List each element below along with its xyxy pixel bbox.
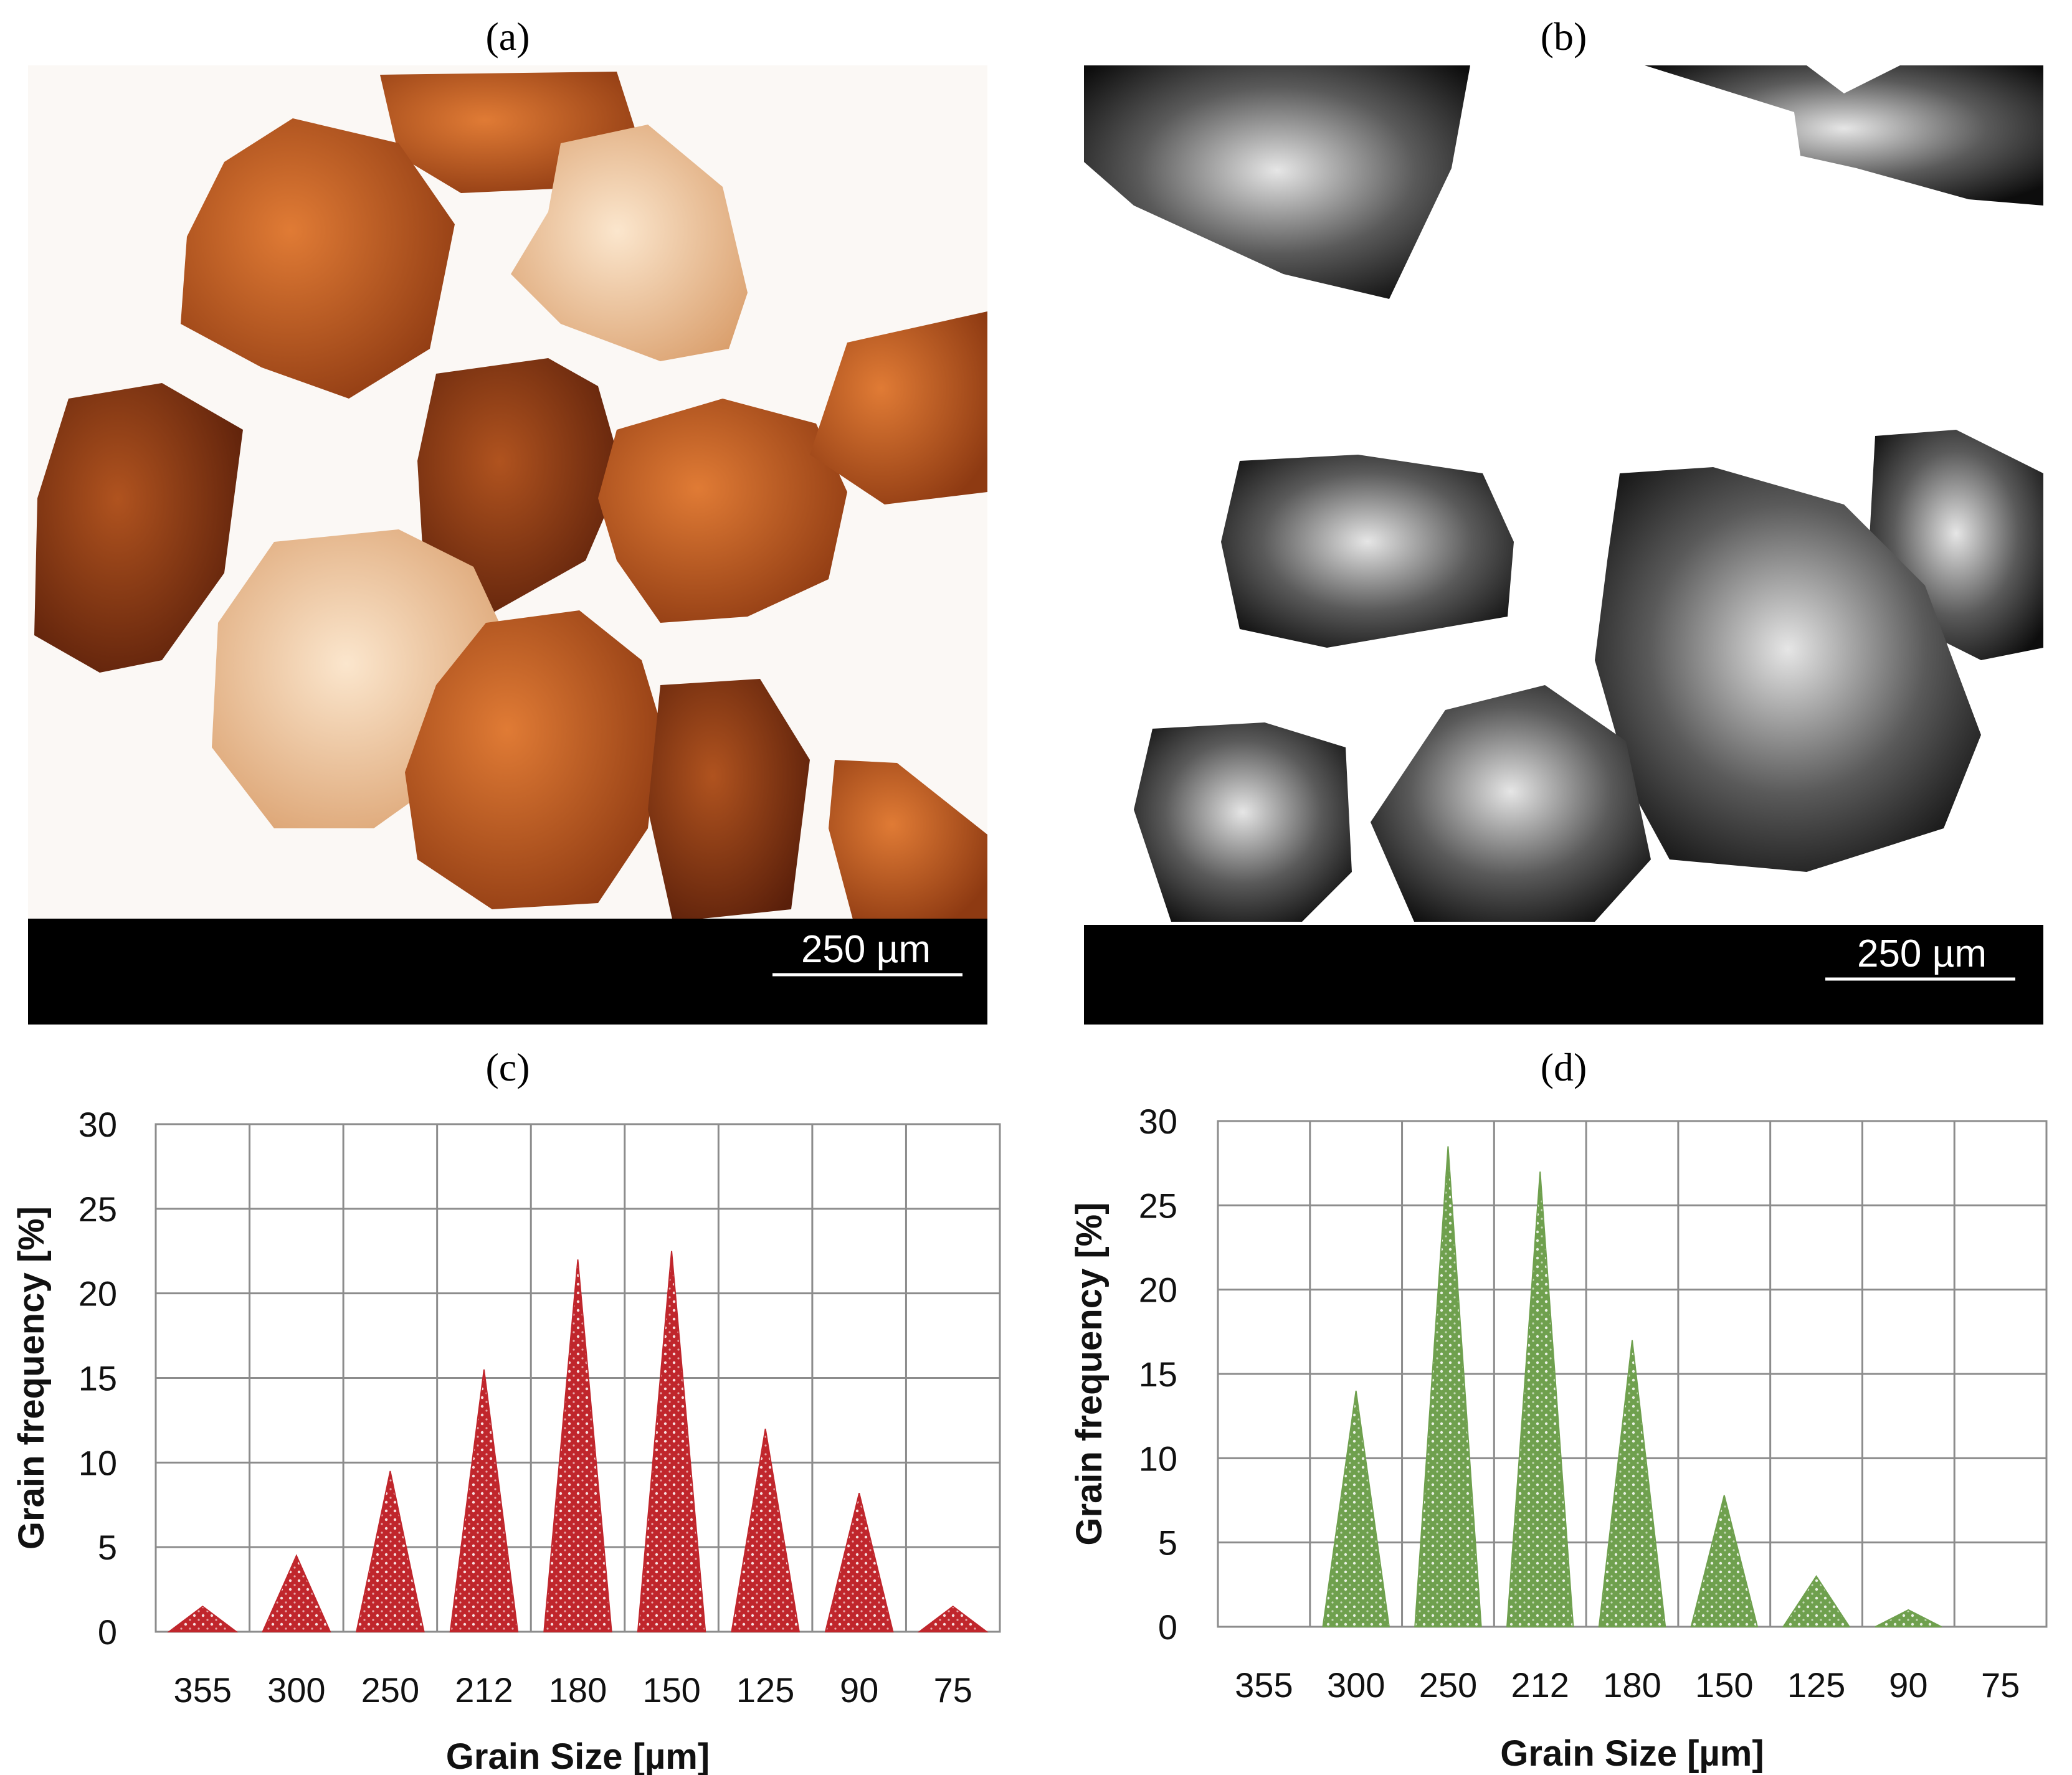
- x-tick-label: 212: [1511, 1665, 1569, 1705]
- grain: [598, 399, 847, 623]
- x-tick-label: 75: [1981, 1665, 2020, 1705]
- grain: [405, 610, 660, 909]
- grain: [810, 311, 987, 504]
- spike-mark: [167, 1605, 239, 1632]
- spike-mark: [1875, 1609, 1942, 1627]
- x-tick-label: 75: [934, 1670, 972, 1710]
- spike-mark: [731, 1428, 800, 1632]
- spike-mark: [637, 1251, 706, 1632]
- y-tick-label: 0: [98, 1612, 117, 1652]
- y-tick-label: 10: [78, 1443, 117, 1482]
- grain: [1221, 455, 1514, 648]
- spike-mark: [355, 1470, 425, 1632]
- y-tick-label: 30: [1139, 1102, 1177, 1141]
- y-tick-label: 15: [78, 1359, 117, 1398]
- y-axis-title: Grain frequency [%]: [11, 1206, 52, 1550]
- spike-mark: [1782, 1574, 1851, 1627]
- x-tick-label: 300: [267, 1670, 325, 1710]
- x-tick-label: 90: [1889, 1665, 1927, 1705]
- grain: [1134, 722, 1352, 922]
- grain: [511, 125, 748, 361]
- x-tick-label: 355: [1235, 1665, 1293, 1705]
- grain: [417, 358, 623, 617]
- x-tick-label: 125: [1787, 1665, 1845, 1705]
- spike-mark: [449, 1369, 519, 1632]
- chart-d: 0 5 10 15 20 25 30 355 300 250 212 180 150 125 90 75 Gra…: [1069, 1102, 2048, 1774]
- panel-a-scale-text: 250 µm: [801, 928, 931, 971]
- x-tick-label: 355: [174, 1670, 232, 1710]
- chart-c: 0 5 10 15 20 25 30 355 300 250 212 180 150 125 90 75 Gra…: [11, 1105, 1001, 1775]
- panel-a-label: (a): [485, 14, 530, 59]
- spike-mark: [1506, 1172, 1574, 1627]
- grain: [34, 383, 243, 673]
- y-tick-label: 15: [1139, 1355, 1177, 1394]
- y-tick-label: 25: [1139, 1186, 1177, 1225]
- x-tick-label: 90: [840, 1670, 878, 1710]
- x-axis-title: Grain Size [µm]: [1500, 1733, 1764, 1774]
- y-tick-label: 20: [78, 1274, 117, 1314]
- x-tick-label: 212: [455, 1670, 513, 1710]
- grain: [1645, 65, 2043, 206]
- spike-mark: [543, 1259, 612, 1632]
- spike-mark: [1414, 1146, 1482, 1627]
- x-tick-label: 180: [549, 1670, 607, 1710]
- spike-mark: [262, 1554, 331, 1632]
- grain: [1371, 685, 1651, 922]
- y-tick-label: 0: [1158, 1607, 1177, 1647]
- x-tick-label: 180: [1603, 1665, 1661, 1705]
- y-tick-label: 10: [1139, 1439, 1177, 1478]
- grain: [648, 679, 810, 922]
- x-tick-label: 125: [736, 1670, 794, 1710]
- panel-b-photo: 250 µm: [1084, 65, 2043, 1025]
- grain: [829, 760, 987, 922]
- y-tick-label: 30: [78, 1105, 117, 1144]
- y-axis-title: Grain frequency [%]: [1069, 1202, 1110, 1545]
- panel-d-label: (d): [1541, 1045, 1587, 1089]
- y-tick-label: 5: [1158, 1523, 1177, 1563]
- grain: [1595, 467, 1981, 872]
- panel-c-label: (c): [485, 1045, 530, 1089]
- grain: [1084, 65, 1470, 299]
- y-tick-label: 25: [78, 1190, 117, 1229]
- grain: [181, 118, 455, 399]
- spike-mark: [824, 1492, 894, 1632]
- x-tick-label: 250: [1419, 1665, 1477, 1705]
- spike-mark: [1690, 1495, 1759, 1627]
- spike-mark: [1322, 1390, 1390, 1627]
- panel-a-photo: 250 µm: [28, 65, 987, 1025]
- spike-mark: [1598, 1340, 1666, 1627]
- x-axis-title: Grain Size [µm]: [446, 1736, 710, 1775]
- x-tick-label: 300: [1327, 1665, 1385, 1705]
- x-tick-label: 150: [642, 1670, 700, 1710]
- spike-mark: [917, 1605, 989, 1632]
- panel-b-scale-text: 250 µm: [1857, 932, 1987, 975]
- y-tick-label: 20: [1139, 1271, 1177, 1310]
- scale-bar-strip: [1084, 925, 2043, 1025]
- y-tick-label: 5: [98, 1528, 117, 1567]
- x-tick-label: 250: [361, 1670, 419, 1710]
- scale-bar-strip: [28, 919, 987, 1025]
- panel-b-label: (b): [1541, 14, 1587, 59]
- x-tick-label: 150: [1695, 1665, 1753, 1705]
